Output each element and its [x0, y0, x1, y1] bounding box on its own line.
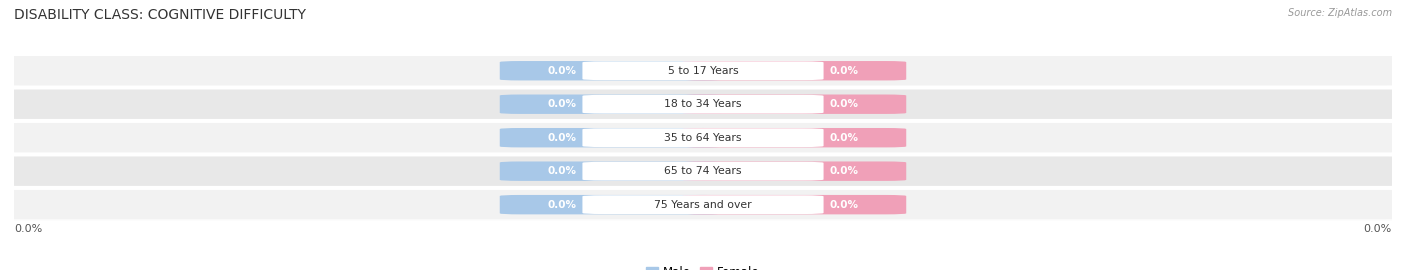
FancyBboxPatch shape	[7, 56, 1399, 86]
FancyBboxPatch shape	[499, 161, 724, 181]
Text: 0.0%: 0.0%	[547, 200, 576, 210]
FancyBboxPatch shape	[499, 61, 724, 80]
FancyBboxPatch shape	[682, 61, 907, 80]
Text: 75 Years and over: 75 Years and over	[654, 200, 752, 210]
FancyBboxPatch shape	[7, 190, 1399, 220]
Text: DISABILITY CLASS: COGNITIVE DIFFICULTY: DISABILITY CLASS: COGNITIVE DIFFICULTY	[14, 8, 307, 22]
Text: 65 to 74 Years: 65 to 74 Years	[664, 166, 742, 176]
Text: Source: ZipAtlas.com: Source: ZipAtlas.com	[1288, 8, 1392, 18]
Text: 0.0%: 0.0%	[1364, 224, 1392, 234]
FancyBboxPatch shape	[499, 128, 724, 147]
Text: 0.0%: 0.0%	[830, 166, 859, 176]
FancyBboxPatch shape	[499, 195, 724, 214]
FancyBboxPatch shape	[7, 123, 1399, 153]
Text: 0.0%: 0.0%	[547, 133, 576, 143]
Text: 0.0%: 0.0%	[830, 133, 859, 143]
FancyBboxPatch shape	[582, 61, 824, 80]
FancyBboxPatch shape	[582, 162, 824, 181]
Text: 0.0%: 0.0%	[547, 66, 576, 76]
Text: 5 to 17 Years: 5 to 17 Years	[668, 66, 738, 76]
FancyBboxPatch shape	[682, 195, 907, 214]
FancyBboxPatch shape	[682, 94, 907, 114]
Text: 0.0%: 0.0%	[14, 224, 42, 234]
Text: 0.0%: 0.0%	[830, 99, 859, 109]
FancyBboxPatch shape	[682, 128, 907, 147]
FancyBboxPatch shape	[582, 128, 824, 147]
Text: 0.0%: 0.0%	[547, 166, 576, 176]
Text: 0.0%: 0.0%	[547, 99, 576, 109]
Text: 18 to 34 Years: 18 to 34 Years	[664, 99, 742, 109]
Text: 0.0%: 0.0%	[830, 200, 859, 210]
FancyBboxPatch shape	[499, 94, 724, 114]
Legend: Male, Female: Male, Female	[647, 266, 759, 270]
FancyBboxPatch shape	[682, 161, 907, 181]
Text: 35 to 64 Years: 35 to 64 Years	[664, 133, 742, 143]
FancyBboxPatch shape	[582, 95, 824, 114]
Text: 0.0%: 0.0%	[830, 66, 859, 76]
FancyBboxPatch shape	[582, 195, 824, 214]
FancyBboxPatch shape	[7, 156, 1399, 186]
FancyBboxPatch shape	[7, 89, 1399, 119]
